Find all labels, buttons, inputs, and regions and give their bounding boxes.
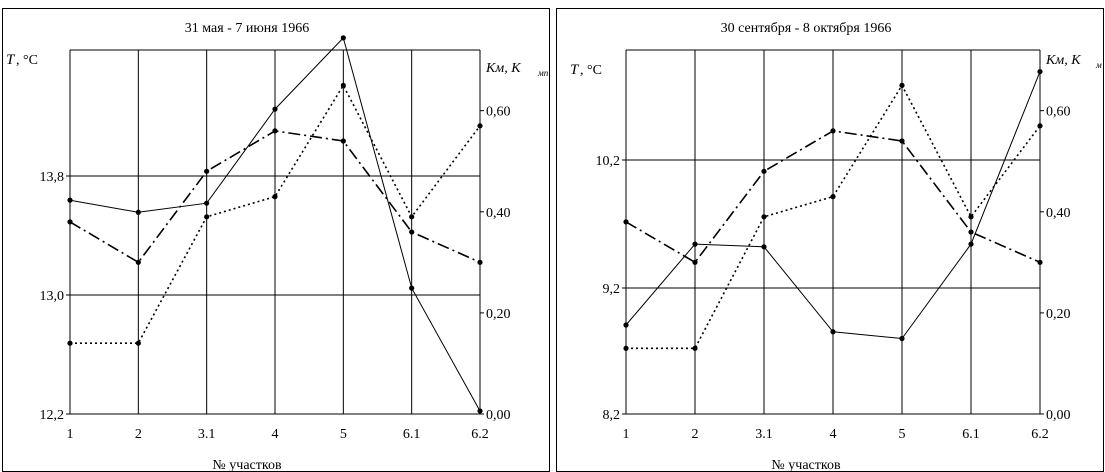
x-tick-label: 2 [135,427,142,442]
y-left-label-main: T [6,52,16,68]
y-right-label-main: Км, K [485,61,521,76]
data-point-dotted [623,345,629,351]
data-point-solid [692,241,698,247]
data-point-dashdot [830,128,836,134]
y-left-label-main: T [570,62,580,78]
data-point-dashdot [272,128,278,134]
data-point-dashdot [477,259,483,265]
x-tick-label: 3.1 [198,427,216,442]
data-point-dashdot [692,259,698,265]
plot-area: 8,2 9,2 10,2 0,00 0,20 0,40 0,60 1 2 3.1 4 5 6.1 6.2 [596,49,1071,442]
chart-right-svg: 30 сентября - 8 октября 1966 T , °C Км, … [556,8,1104,472]
x-tick-label: 1 [623,427,630,442]
data-point-dashdot [623,219,629,225]
data-point-dotted [968,214,974,220]
x-tick-label: 6.2 [1031,427,1049,442]
y-left-tick-label: 10,2 [596,154,621,169]
data-point-dashdot [340,138,346,144]
chart-left-svg: 31 мая - 7 июня 1966 T , °C Км, K мп № у… [2,8,550,472]
x-tick-label: 6.1 [403,427,421,442]
x-tick-label: 3.1 [755,427,773,442]
data-point-dotted [409,214,415,220]
chart-title: 30 сентября - 8 октября 1966 [721,21,892,36]
data-point-dashdot [968,229,974,235]
y-right-label-sub: м [1095,60,1102,70]
data-point-dotted [899,82,905,88]
y-left-tick-label: 9,2 [603,282,621,297]
data-point-solid [340,35,346,41]
chart-panel-left: 31 мая - 7 июня 1966 T , °C Км, K мп № у… [2,8,550,472]
y-right-tick-label: 0,00 [1046,408,1071,423]
data-point-dashdot [761,168,767,174]
y-right-tick-label: 0,40 [1046,206,1071,221]
x-tick-label: 6.1 [962,427,980,442]
data-point-solid [968,241,974,247]
y-right-tick-label: 0,40 [486,206,511,221]
x-tick-label: 4 [830,427,837,442]
data-point-solid [477,408,483,414]
y-left-tick-label: 13,8 [40,170,65,185]
data-point-dashdot [67,219,73,225]
y-right-tick-label: 0,00 [486,408,511,423]
y-left-label-unit: , °C [16,53,38,68]
data-point-dashdot [204,168,210,174]
data-point-dotted [692,345,698,351]
data-point-dotted [1037,123,1043,129]
data-point-solid [899,335,905,342]
y-left-tick-label: 13,0 [40,289,65,304]
chart-frame [556,8,1104,472]
data-point-solid [67,197,73,203]
data-point-solid [409,285,415,291]
x-tick-label: 5 [340,427,347,442]
data-point-dotted [135,340,141,346]
y-right-tick-label: 0,20 [486,307,511,322]
x-tick-label: 2 [692,427,699,442]
data-point-dotted [477,123,483,129]
y-right-tick-label: 0,60 [486,105,511,120]
x-tick-label: 5 [899,427,906,442]
y-right-label-main: Км, K [1045,53,1081,68]
data-point-solid [135,209,141,215]
data-point-solid [272,106,278,112]
data-point-dotted [761,214,767,220]
data-point-dotted [204,214,210,220]
chart-panel-right: 30 сентября - 8 октября 1966 T , °C Км, … [556,8,1104,472]
data-point-dashdot [899,138,905,144]
y-left-tick-label: 8,2 [603,408,621,423]
data-point-dotted [340,82,346,88]
data-point-dotted [272,194,278,200]
data-point-solid [623,322,629,328]
data-point-solid [1037,68,1043,75]
plot-area: 12,2 13,0 13,8 0,00 0,20 0,40 0,60 1 2 3.1 4 5 6.1 6.… [40,35,511,442]
y-right-tick-label: 0,20 [1046,307,1071,322]
data-point-dotted [830,194,836,200]
x-tick-label: 6.2 [471,427,489,442]
data-point-dashdot [1037,259,1043,265]
data-point-solid [204,200,210,206]
data-point-dashdot [409,229,415,235]
chart-title: 31 мая - 7 июня 1966 [185,21,309,36]
data-point-solid [830,329,836,335]
y-left-tick-label: 12,2 [40,408,65,423]
y-right-label-sub: мп [537,68,549,78]
chart-frame [2,8,550,472]
data-point-solid [761,244,767,250]
x-tick-label: 1 [67,427,74,442]
x-axis-label: № участков [212,458,282,472]
data-point-dashdot [135,259,141,265]
x-tick-label: 4 [272,427,279,442]
x-axis-label: № участков [771,458,841,472]
y-right-tick-label: 0,60 [1046,105,1071,120]
data-point-dotted [67,340,73,346]
y-left-label-unit: , °C [580,63,602,78]
